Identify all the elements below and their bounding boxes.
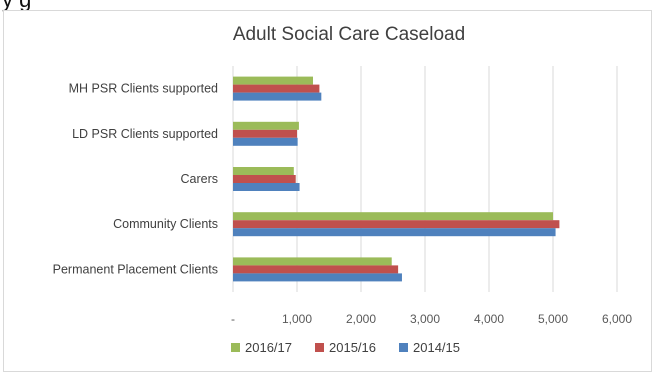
category-label: LD PSR Clients supported — [72, 127, 218, 141]
x-tick-labels: - 1,000 2,000 3,000 4,000 5,000 6,000 — [231, 312, 632, 326]
bar — [233, 183, 300, 191]
category-label: Community Clients — [113, 217, 218, 231]
legend-label: 2015/16 — [329, 340, 376, 355]
bar — [233, 265, 399, 274]
bar — [233, 167, 294, 175]
bar — [233, 273, 402, 282]
cropped-heading-fragment: y g — [0, 0, 430, 14]
bar — [233, 228, 556, 237]
category-label: Carers — [180, 172, 218, 186]
legend-label: 2014/15 — [413, 340, 460, 355]
legend-swatch — [399, 343, 408, 352]
bar — [233, 257, 392, 266]
legend-swatch — [315, 343, 324, 352]
x-tick-label: 2,000 — [346, 312, 376, 326]
bar — [233, 92, 322, 101]
bar — [233, 220, 560, 229]
legend: 2016/17 2015/16 2014/15 — [231, 340, 460, 355]
category-label: Permanent Placement Clients — [53, 262, 218, 276]
x-tick-label: 1,000 — [282, 312, 312, 326]
bar — [233, 121, 299, 130]
bars — [233, 76, 560, 282]
bar — [233, 84, 320, 93]
category-labels: MH PSR Clients supported LD PSR Clients s… — [53, 82, 218, 277]
x-tick-label: - — [231, 312, 235, 326]
bar — [233, 76, 313, 85]
category-label: MH PSR Clients supported — [69, 82, 218, 96]
cropped-heading-text: y g — [2, 0, 31, 13]
gridlines — [232, 66, 618, 292]
bar — [233, 129, 297, 138]
chart-title: Adult Social Care Caseload — [233, 24, 465, 45]
x-tick-label: 3,000 — [410, 312, 440, 326]
legend-swatch — [231, 343, 240, 352]
bar — [233, 175, 296, 183]
bar — [233, 137, 298, 146]
legend-label: 2016/17 — [245, 340, 292, 355]
x-tick-label: 6,000 — [602, 312, 632, 326]
x-tick-label: 5,000 — [538, 312, 568, 326]
x-tick-label: 4,000 — [474, 312, 504, 326]
bar — [233, 212, 553, 221]
chart-frame — [3, 10, 652, 372]
